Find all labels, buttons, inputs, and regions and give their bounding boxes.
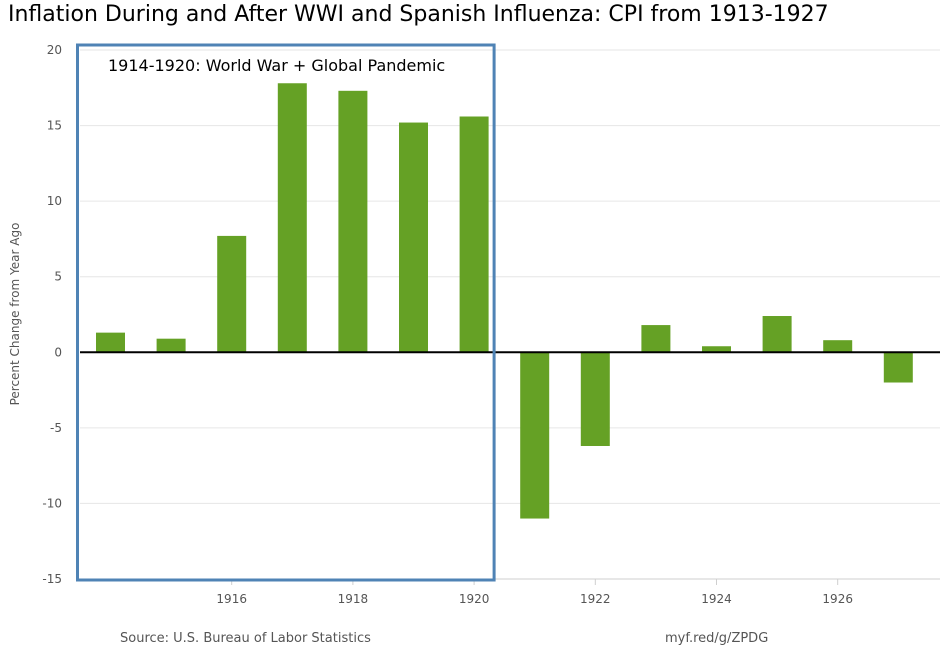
bars [96, 83, 913, 519]
x-tick-label: 1920 [459, 592, 490, 606]
annotation-label: 1914-1920: World War + Global Pandemic [108, 56, 446, 75]
y-tick-label: 10 [47, 194, 62, 208]
x-tick-labels: 1916 1918 1920 1922 1924 1926 [216, 579, 853, 606]
y-tick-label: -15 [42, 572, 62, 586]
x-tick-label: 1916 [216, 592, 247, 606]
chart-title: Inflation During and After WWI and Spani… [8, 2, 829, 27]
bar-1918 [338, 90, 368, 353]
bar-1915 [156, 338, 186, 353]
bar-1914 [96, 332, 125, 353]
bar-1925 [762, 316, 792, 353]
source-link[interactable]: myf.red/g/ZPDG [665, 631, 769, 646]
y-tick-label: -10 [42, 496, 62, 510]
bar-1926 [823, 340, 853, 353]
y-tick-label: 0 [54, 345, 62, 359]
bar-1923 [641, 325, 671, 353]
y-tick-label: 20 [47, 43, 62, 57]
x-tick-label: 1922 [580, 592, 611, 606]
bar-1924 [702, 346, 731, 353]
bar-1920 [459, 116, 489, 353]
x-tick-label: 1918 [338, 592, 369, 606]
source-note: Source: U.S. Bureau of Labor Statistics [120, 631, 371, 646]
bar-1921 [520, 352, 550, 519]
gridlines [80, 49, 940, 580]
annotation-box [76, 43, 496, 582]
bar-1919 [399, 122, 428, 353]
x-tick-label: 1926 [822, 592, 853, 606]
bar-1917 [277, 83, 307, 353]
y-axis-label: Percent Change from Year Ago [8, 223, 22, 406]
y-tick-label: 5 [54, 270, 62, 284]
bar-1922 [580, 352, 610, 446]
bar-1916 [217, 235, 247, 353]
y-tick-labels: 20 15 10 5 0 -5 -10 -15 [42, 43, 62, 586]
y-tick-label: 15 [47, 119, 62, 133]
y-tick-label: -5 [50, 421, 62, 435]
bar-1927 [883, 352, 913, 383]
x-tick-label: 1924 [701, 592, 732, 606]
